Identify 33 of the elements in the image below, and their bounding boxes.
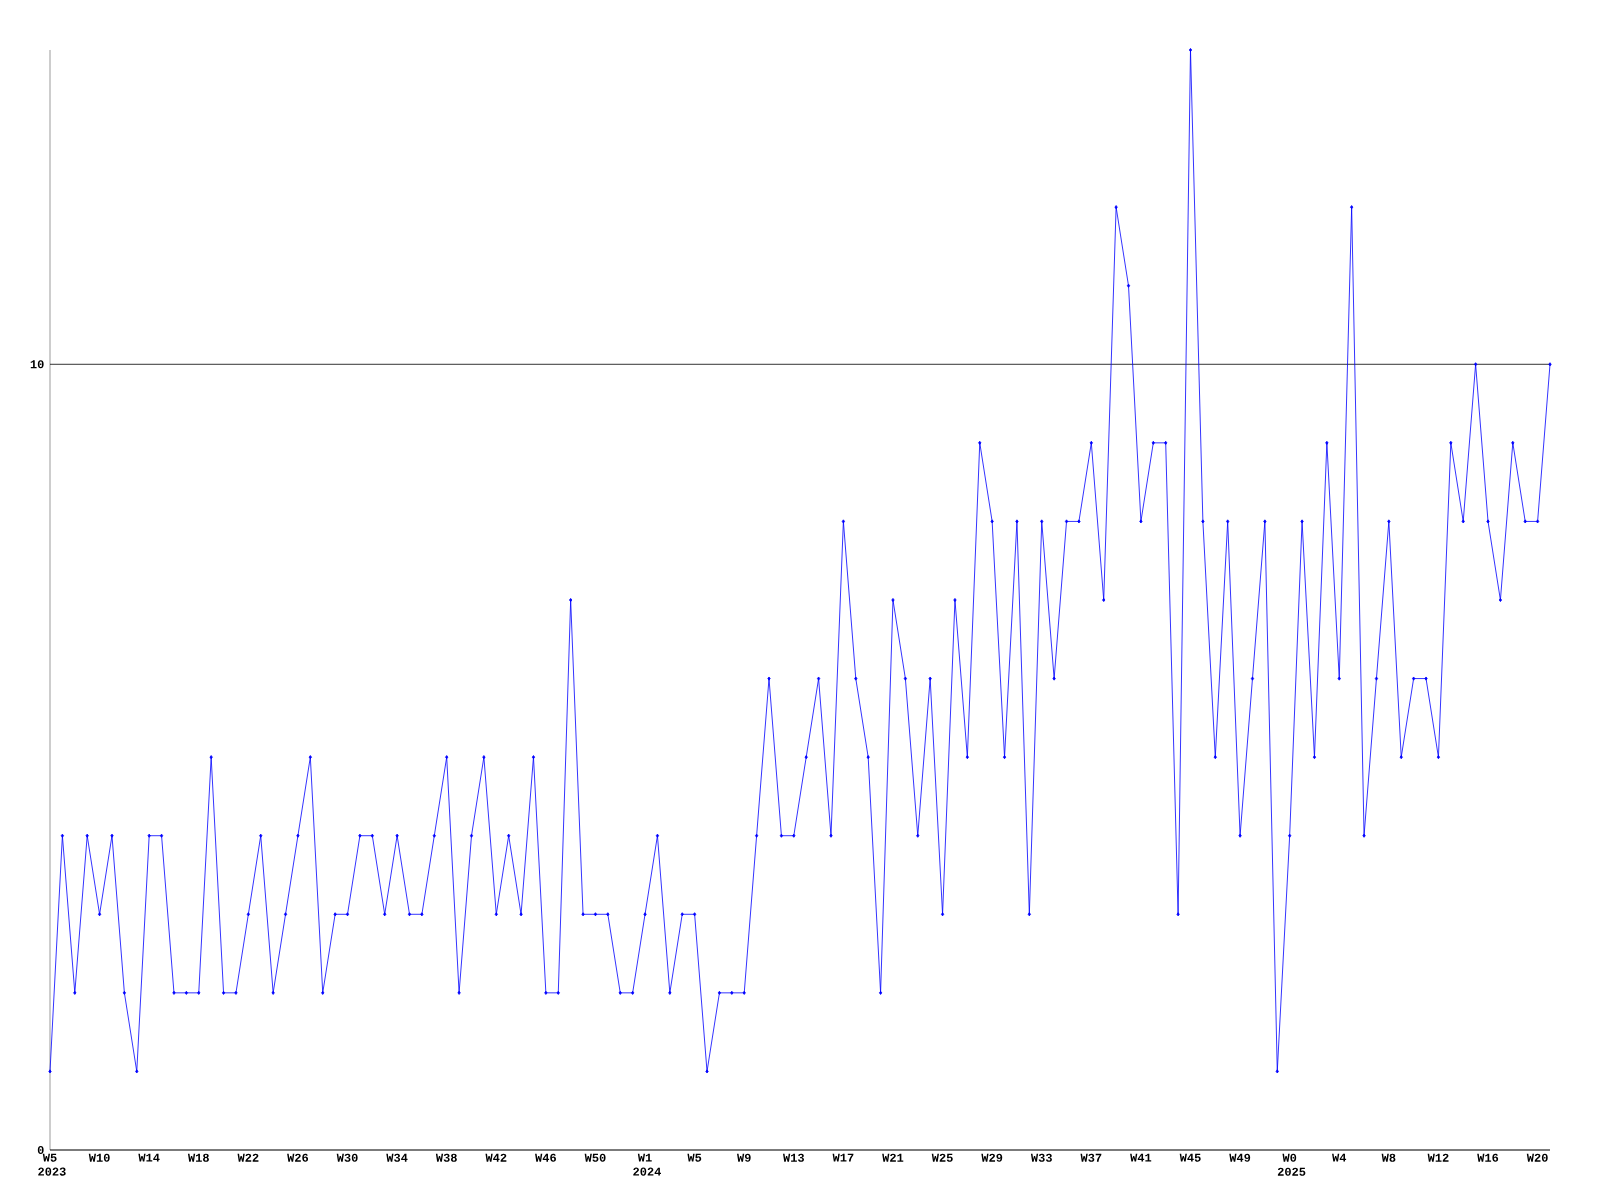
- x-tick-label: W45: [1179, 1153, 1201, 1162]
- x-tick-label: W16: [1477, 1153, 1499, 1162]
- x-tick-label: W17: [832, 1153, 854, 1162]
- x-tick-label: W5 2023: [38, 1153, 66, 1176]
- x-tick-label: W1 2024: [633, 1153, 661, 1176]
- x-tick-label: W18: [187, 1153, 209, 1162]
- x-tick-label: W14: [138, 1153, 160, 1162]
- x-tick-label: W5: [687, 1153, 702, 1162]
- x-tick-label: W10: [88, 1153, 110, 1162]
- x-tick-label: W50: [584, 1153, 606, 1162]
- x-tick-label: W9: [737, 1153, 751, 1162]
- x-tick-label: W46: [535, 1153, 556, 1162]
- x-tick-label: W38: [435, 1153, 457, 1162]
- x-tick-label: W41: [1130, 1153, 1152, 1162]
- x-tick-label: W8: [1381, 1153, 1396, 1162]
- x-tick-label: W4: [1332, 1153, 1347, 1162]
- x-tick-label: W25: [931, 1153, 953, 1162]
- y-tick-label: 0: [37, 1145, 44, 1155]
- x-tick-label: W22: [237, 1153, 259, 1162]
- x-tick-label: W33: [1030, 1153, 1052, 1162]
- x-tick-label: W34: [386, 1153, 408, 1162]
- x-tick-label: W12: [1427, 1153, 1449, 1162]
- x-tick-label: W30: [336, 1153, 358, 1162]
- x-tick-label: W13: [783, 1153, 804, 1162]
- x-tick-label: W42: [485, 1153, 507, 1162]
- x-tick-label: W29: [981, 1153, 1003, 1162]
- x-tick-label: W37: [1080, 1153, 1102, 1162]
- x-tick-label: W0 2025: [1277, 1153, 1306, 1176]
- x-tick-label: W49: [1229, 1153, 1251, 1162]
- x-tick-label: W21: [882, 1153, 904, 1162]
- x-tick-label: W20: [1526, 1153, 1548, 1162]
- y-tick-label: 10: [30, 360, 44, 369]
- x-tick-label: W26: [287, 1153, 309, 1162]
